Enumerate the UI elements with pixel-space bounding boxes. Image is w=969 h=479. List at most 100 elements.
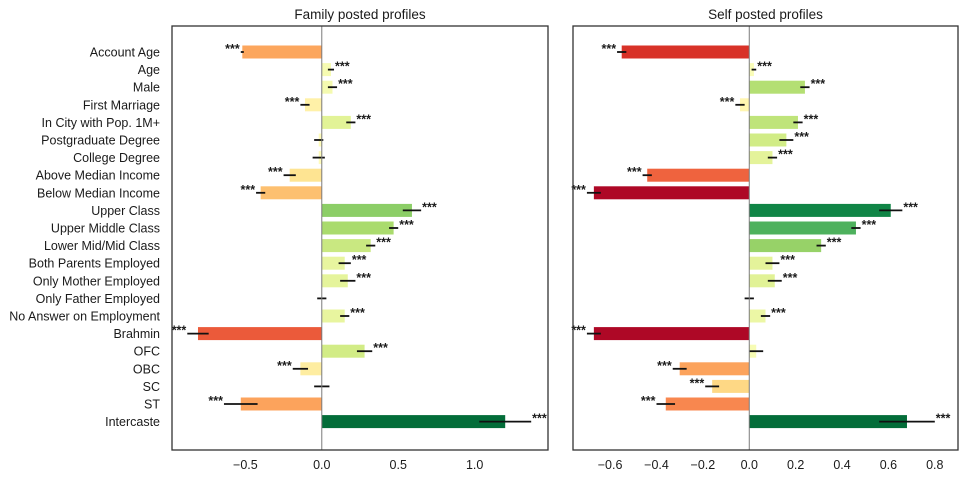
bar-15 <box>749 309 766 323</box>
bar-8 <box>593 186 750 200</box>
category-label-14: Only Father Employed <box>36 292 160 306</box>
panel-family-posted: Family posted profiles *** *** *** *** *** ***… <box>9 7 549 472</box>
significance-label-9: *** <box>422 200 437 214</box>
significance-label-13: *** <box>783 271 798 285</box>
panel-self-posted: Self posted profiles********************… <box>571 7 959 472</box>
significance-label-18: *** <box>277 359 292 373</box>
significance-label-12: *** <box>780 253 795 267</box>
category-label-19: SC <box>143 380 160 394</box>
category-label-20: ST <box>144 398 160 412</box>
bar-6 <box>749 151 773 165</box>
x-tick-label: 0.0 <box>313 458 330 472</box>
category-label-6: College Degree <box>73 151 160 165</box>
bar-8 <box>260 186 322 200</box>
significance-label-16: *** <box>172 324 187 338</box>
category-label-10: Upper Middle Class <box>51 222 160 236</box>
bar-3 <box>304 98 322 112</box>
bar-17 <box>321 344 365 358</box>
x-tick-label: 0.0 <box>741 458 758 472</box>
bar-2 <box>749 80 805 94</box>
significance-label-11: *** <box>376 236 391 250</box>
significance-label-21: *** <box>532 412 547 426</box>
x-tick-label: −0.4 <box>644 458 669 472</box>
category-label-13: Only Mother Employed <box>33 274 160 288</box>
significance-label-16: *** <box>571 324 586 338</box>
x-tick-label: 0.2 <box>787 458 804 472</box>
bar-19 <box>712 379 750 393</box>
bar-13 <box>749 274 775 288</box>
bar-0 <box>621 45 750 59</box>
bar-7 <box>647 168 750 182</box>
bar-9 <box>321 203 412 217</box>
bar-9 <box>749 203 891 217</box>
significance-label-17: *** <box>373 341 388 355</box>
x-tick-label: 0.4 <box>833 458 850 472</box>
significance-label-1: *** <box>335 60 350 74</box>
category-label-9: Upper Class <box>91 204 160 218</box>
bar-1 <box>321 63 331 77</box>
bar-4 <box>321 115 351 129</box>
bar-11 <box>749 239 822 253</box>
bar-12 <box>321 256 345 270</box>
x-tick-label: 0.8 <box>926 458 943 472</box>
significance-label-2: *** <box>338 77 353 91</box>
category-label-17: OFC <box>134 345 160 359</box>
significance-label-2: *** <box>811 77 826 91</box>
bar-4 <box>749 115 798 129</box>
category-label-8: Below Median Income <box>37 186 160 200</box>
bar-15 <box>321 309 345 323</box>
x-tick-label: 0.6 <box>880 458 897 472</box>
significance-label-11: *** <box>827 236 842 250</box>
significance-label-20: *** <box>208 394 223 408</box>
category-label-21: Intercaste <box>105 415 160 429</box>
bar-21 <box>749 415 907 429</box>
significance-label-7: *** <box>268 165 283 179</box>
significance-label-3: *** <box>720 95 735 109</box>
axes-frame <box>171 25 549 451</box>
bar-20 <box>240 397 322 411</box>
significance-label-0: *** <box>225 42 240 56</box>
significance-label-8: *** <box>240 183 255 197</box>
x-tick-label: −0.6 <box>598 458 623 472</box>
significance-label-4: *** <box>804 112 819 126</box>
category-label-11: Lower Mid/Mid Class <box>44 239 160 253</box>
bar-18 <box>300 362 322 376</box>
category-label-0: Account Age <box>90 46 160 60</box>
bar-10 <box>321 221 394 235</box>
significance-label-1: *** <box>757 60 772 74</box>
significance-label-15: *** <box>771 306 786 320</box>
bar-16 <box>197 327 322 341</box>
bar-10 <box>749 221 856 235</box>
bar-12 <box>749 256 773 270</box>
x-tick-label: 1.0 <box>466 458 483 472</box>
axes-frame <box>572 25 959 451</box>
category-label-18: OBC <box>133 362 160 376</box>
category-label-5: Postgraduate Degree <box>41 134 160 148</box>
bar-2 <box>321 80 333 94</box>
significance-label-21: *** <box>936 412 951 426</box>
bar-20 <box>665 397 750 411</box>
bar-0 <box>242 45 322 59</box>
bar-5 <box>749 133 787 147</box>
category-label-12: Both Parents Employed <box>29 257 160 271</box>
bar-7 <box>289 168 322 182</box>
bar-13 <box>321 274 348 288</box>
significance-label-18: *** <box>657 359 672 373</box>
significance-label-10: *** <box>399 218 414 232</box>
category-label-2: Male <box>133 81 160 95</box>
bar-11 <box>321 239 371 253</box>
significance-label-10: *** <box>862 218 877 232</box>
significance-label-8: *** <box>571 183 586 197</box>
significance-label-19: *** <box>690 376 705 390</box>
significance-label-9: *** <box>903 200 918 214</box>
significance-label-15: *** <box>350 306 365 320</box>
significance-label-3: *** <box>285 95 300 109</box>
x-tick-label: 0.5 <box>390 458 407 472</box>
significance-label-20: *** <box>641 394 656 408</box>
category-label-3: First Marriage <box>83 98 160 112</box>
significance-label-6: *** <box>778 148 793 162</box>
category-label-15: No Answer on Employment <box>9 310 160 324</box>
category-label-4: In City with Pop. 1M+ <box>42 116 160 130</box>
category-label-1: Age <box>138 63 160 77</box>
